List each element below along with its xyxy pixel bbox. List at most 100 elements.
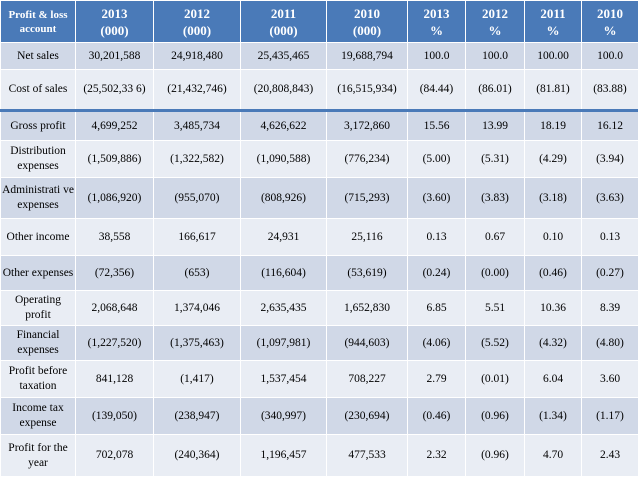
table-cell: 100.0	[581, 42, 638, 70]
table-cell: 25,435,465	[240, 42, 327, 70]
table-cell: (139,050)	[75, 397, 154, 435]
row-label: Other expenses	[0, 255, 76, 291]
header-account: Profit & loss account	[0, 0, 76, 43]
table-cell: (0.01)	[465, 360, 525, 398]
row-label: Cost of sales	[0, 69, 76, 111]
table-cell: (1.34)	[524, 397, 582, 435]
table-cell: (715,293)	[326, 177, 408, 219]
table-row: Net sales 30,201,588 24,918,480 25,435,465 1…	[0, 42, 638, 70]
table-row: Profit before taxation 841,128 (1,417) 1,53…	[0, 360, 638, 398]
table-cell: (3.63)	[581, 177, 638, 219]
table-cell: 24,931	[240, 218, 327, 256]
header-unit: (000)	[182, 22, 212, 38]
table-cell: 13.99	[465, 109, 525, 141]
table-cell: 6.85	[407, 290, 466, 326]
table-cell: 4,699,252	[75, 109, 154, 141]
table-cell: (16,515,934)	[326, 69, 408, 111]
table-cell: 0.67	[465, 218, 525, 256]
header-col: 2012%	[465, 0, 525, 43]
header-col: 2011%	[524, 0, 582, 43]
table-cell: (238,947)	[153, 397, 241, 435]
table-cell: (84.44)	[407, 69, 466, 111]
table-cell: 2.32	[407, 434, 466, 477]
table-cell: 4.70	[524, 434, 582, 477]
header-year: 2011	[270, 5, 297, 21]
table-cell: 166,617	[153, 218, 241, 256]
table-cell: 8.39	[581, 290, 638, 326]
table-cell: 708,227	[326, 360, 408, 398]
table-cell: (0.00)	[465, 255, 525, 291]
header-unit: %	[603, 22, 617, 38]
table-cell: 100.0	[465, 42, 525, 70]
table-cell: (53,619)	[326, 255, 408, 291]
header-unit: (000)	[100, 22, 129, 38]
table-cell: 0.13	[407, 218, 466, 256]
table-cell: (3.94)	[581, 140, 638, 178]
table-cell: 10.36	[524, 290, 582, 326]
row-label: Income tax expense	[0, 397, 76, 435]
table-cell: (5.52)	[465, 325, 525, 361]
header-col: 2010%	[581, 0, 638, 43]
table-cell: (1,097,981)	[240, 325, 327, 361]
table-cell: (653)	[153, 255, 241, 291]
header-year: 2013	[101, 5, 128, 21]
table-row: Operating profit 2,068,648 1,374,046 2,635,…	[0, 290, 638, 326]
row-label: Operating profit	[0, 290, 76, 326]
table-cell: 24,918,480	[153, 42, 241, 70]
table-cell: 5.51	[465, 290, 525, 326]
table-cell: 2,635,435	[240, 290, 327, 326]
header-year: 2010	[597, 5, 623, 21]
table-cell: (81.81)	[524, 69, 582, 111]
table-cell: (0.27)	[581, 255, 638, 291]
table-row: Administrati ve expenses (1,086,920) (955,…	[0, 177, 638, 219]
table-cell: (230,694)	[326, 397, 408, 435]
table-cell: (1.17)	[581, 397, 638, 435]
table-cell: (0.24)	[407, 255, 466, 291]
table-row: Cost of sales (25,502,33 6) (21,432,746) (2…	[0, 69, 638, 111]
table-cell: (4.32)	[524, 325, 582, 361]
table-header: Profit & loss account 2013 (000) 2012 (000…	[0, 0, 638, 43]
table-cell: 2.79	[407, 360, 466, 398]
table-cell: 2.43	[581, 434, 638, 477]
table-cell: 1,196,457	[240, 434, 327, 477]
table-cell: (240,364)	[153, 434, 241, 477]
table-cell: (116,604)	[240, 255, 327, 291]
table-cell: 30,201,588	[75, 42, 154, 70]
table-cell: 18.19	[524, 109, 582, 141]
table-cell: (1,086,920)	[75, 177, 154, 219]
row-label: Profit before taxation	[0, 360, 76, 398]
table-cell: (955,070)	[153, 177, 241, 219]
header-col: 2011 (000)	[240, 0, 327, 43]
table-cell: (0.96)	[465, 397, 525, 435]
table-cell: (3.60)	[407, 177, 466, 219]
table-cell: (3.18)	[524, 177, 582, 219]
header-year: 2012	[482, 5, 508, 21]
table-cell: (83.88)	[581, 69, 638, 111]
row-label: Financial expenses	[0, 325, 76, 361]
table-cell: (1,090,588)	[240, 140, 327, 178]
table-cell: (4.06)	[407, 325, 466, 361]
table-cell: (0.46)	[524, 255, 582, 291]
table-cell: 4,626,622	[240, 109, 327, 141]
table-cell: 38,558	[75, 218, 154, 256]
row-label: Other income	[0, 218, 76, 256]
table-cell: (808,926)	[240, 177, 327, 219]
table-body: Net sales 30,201,588 24,918,480 25,435,465 1…	[0, 42, 638, 477]
table-cell: 3.60	[581, 360, 638, 398]
header-year: 2012	[184, 5, 210, 21]
table-cell: (4.80)	[581, 325, 638, 361]
table-cell: 0.10	[524, 218, 582, 256]
header-col: 2010 (000)	[326, 0, 408, 43]
header-col: 2013%	[407, 0, 466, 43]
table-cell: (72,356)	[75, 255, 154, 291]
table-cell: (3.83)	[465, 177, 525, 219]
table-cell: (1,509,886)	[75, 140, 154, 178]
header-col: 2013 (000)	[75, 0, 154, 43]
table-cell: 6.04	[524, 360, 582, 398]
table-row: Financial expenses (1,227,520) (1,375,463)…	[0, 325, 638, 361]
table-cell: 15.56	[407, 109, 466, 141]
table-cell: 1,374,046	[153, 290, 241, 326]
table-cell: (1,322,582)	[153, 140, 241, 178]
header-unit: (000)	[269, 22, 298, 38]
